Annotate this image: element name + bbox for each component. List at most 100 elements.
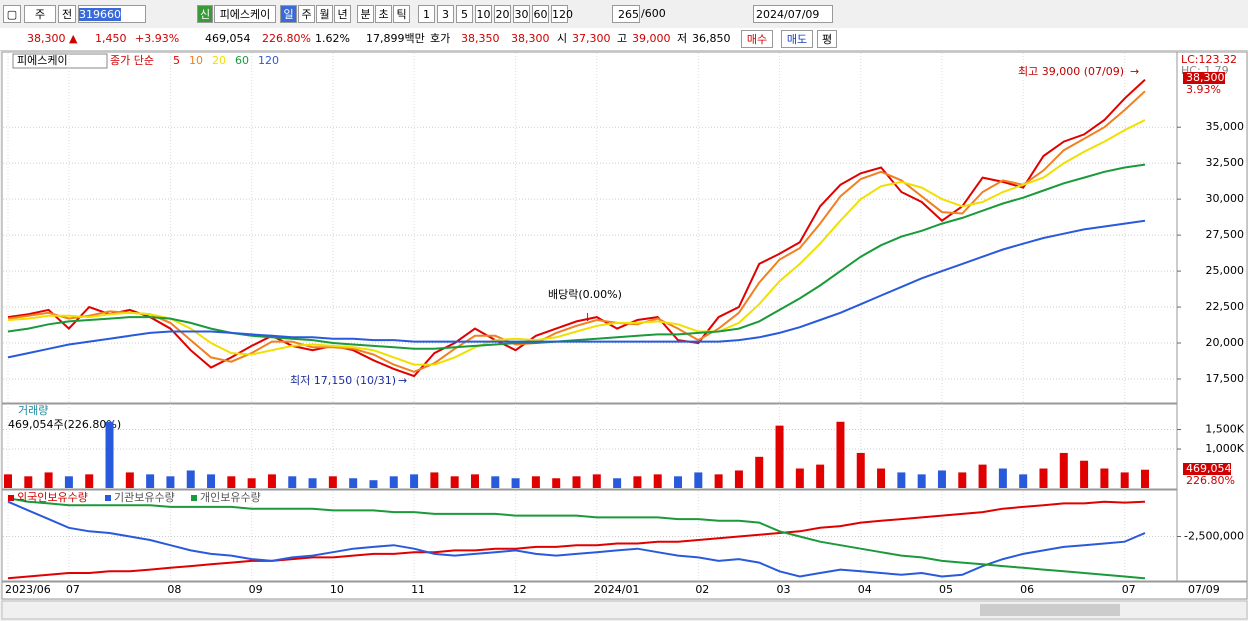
code-input[interactable]: 319660 bbox=[78, 5, 146, 23]
icon[interactable]: ▢ bbox=[3, 5, 21, 23]
volume-bar bbox=[816, 464, 825, 488]
last-rate: 3.93% bbox=[1186, 83, 1221, 96]
volume-bar bbox=[856, 452, 865, 488]
price-pane bbox=[1, 51, 1178, 404]
price: 38,300 ▲ bbox=[27, 32, 78, 45]
volume-bar bbox=[4, 474, 12, 488]
max-count: /600 bbox=[641, 7, 666, 20]
period-button[interactable]: 3 bbox=[437, 5, 454, 23]
volume-bar bbox=[186, 470, 195, 488]
period-button[interactable]: 년 bbox=[334, 5, 351, 23]
legend-swatch bbox=[8, 495, 14, 501]
period-button[interactable]: 주 bbox=[298, 5, 315, 23]
volume-bar bbox=[1141, 469, 1149, 488]
volume-bar bbox=[85, 474, 94, 488]
legend-entry: 5 bbox=[173, 54, 180, 67]
volume-bar bbox=[877, 468, 886, 488]
avg-button[interactable]: 평 bbox=[817, 30, 837, 48]
legend-entry: 120 bbox=[258, 54, 279, 67]
count[interactable]: 265 bbox=[612, 5, 640, 23]
last-price: 38,300 bbox=[1186, 71, 1225, 84]
y-tick-label: 1,500K bbox=[1205, 423, 1244, 436]
buy-button[interactable]: 매수 bbox=[741, 30, 773, 48]
volume-bar bbox=[105, 421, 114, 488]
period-button[interactable]: 1 bbox=[418, 5, 435, 23]
legend-entry: 60 bbox=[235, 54, 249, 67]
y-tick-label: 22,500 bbox=[1206, 300, 1245, 313]
volume-title: 거래량 bbox=[18, 404, 48, 417]
prev[interactable]: 전 bbox=[58, 5, 76, 23]
x-tick-label: 08 bbox=[167, 583, 181, 596]
legend-prefix: 종가 단순 bbox=[110, 54, 154, 67]
high-arrow: → bbox=[1130, 65, 1139, 78]
lc: LC:123.32 bbox=[1181, 53, 1237, 66]
y-tick-label: 27,500 bbox=[1206, 228, 1245, 241]
volume-bar bbox=[349, 478, 358, 488]
market[interactable]: 주 bbox=[24, 5, 56, 23]
volume-bar bbox=[125, 472, 134, 488]
period-button[interactable]: 10 bbox=[475, 5, 492, 23]
event-arrow: ↓ bbox=[583, 311, 592, 324]
volume-bar bbox=[775, 425, 784, 488]
open-label: 시 bbox=[557, 32, 568, 45]
volume-bar bbox=[755, 456, 764, 488]
volume-bar bbox=[795, 468, 804, 488]
series-line bbox=[7, 500, 1146, 580]
amount: 17,899백만 bbox=[366, 32, 425, 45]
volume-bar bbox=[836, 421, 845, 488]
legend-swatch bbox=[191, 495, 197, 501]
volume-bar bbox=[1120, 472, 1129, 488]
sell-button[interactable]: 매도 bbox=[781, 30, 813, 48]
period-button[interactable]: 60 bbox=[532, 5, 549, 23]
volume-bar bbox=[734, 470, 743, 488]
series-line bbox=[7, 119, 1146, 366]
x-end-label: 07/09 bbox=[1188, 583, 1220, 596]
period-button[interactable]: 20 bbox=[494, 5, 511, 23]
volume-bar bbox=[531, 476, 540, 488]
x-tick-label: 04 bbox=[858, 583, 872, 596]
ask-label: 호가 bbox=[430, 32, 451, 45]
change-rate: +3.93% bbox=[135, 32, 180, 45]
toolbar: ▢ 주 전 319660 신 피에스케이 일 주 월 년 분 초 틱 1 3 5 10 20 30 60 1… bbox=[0, 0, 1248, 29]
last-volume: 469,054 bbox=[1186, 462, 1232, 475]
volume-bar bbox=[44, 472, 53, 488]
y-tick-label: 30,000 bbox=[1206, 192, 1245, 205]
period-button[interactable]: 5 bbox=[456, 5, 473, 23]
last-volume-box bbox=[1183, 463, 1231, 475]
period-button[interactable]: 120 bbox=[551, 5, 573, 23]
scrollbar[interactable] bbox=[1, 600, 1248, 620]
period-button[interactable]: 분 bbox=[357, 5, 374, 23]
period-button[interactable]: 일 bbox=[280, 5, 297, 23]
y-tick-label: 35,000 bbox=[1206, 120, 1245, 133]
series-line bbox=[7, 219, 1146, 359]
volume-bar bbox=[958, 472, 967, 488]
volume-bar bbox=[227, 476, 236, 488]
series-line bbox=[7, 90, 1146, 373]
x-tick-label: 11 bbox=[411, 583, 425, 596]
event-note: 배당락(0.00%) bbox=[548, 288, 622, 301]
date[interactable]: 2024/07/09 bbox=[753, 5, 833, 23]
period-button[interactable]: 월 bbox=[316, 5, 333, 23]
last-volume-rate: 226.80% bbox=[1186, 474, 1235, 487]
volume-bar bbox=[998, 468, 1007, 488]
y-tick-label: 17,500 bbox=[1206, 372, 1245, 385]
chart-title: 피에스케이 bbox=[17, 54, 68, 67]
low-note: 최저 17,150 (10/31) bbox=[290, 374, 396, 387]
period-button[interactable]: 초 bbox=[375, 5, 392, 23]
volume-bar bbox=[146, 474, 155, 488]
volume-bar bbox=[410, 474, 419, 488]
scroll-thumb[interactable] bbox=[980, 604, 1120, 616]
high: 39,000 bbox=[632, 32, 671, 45]
volume-bar bbox=[267, 474, 276, 488]
period-button[interactable]: 틱 bbox=[393, 5, 410, 23]
volume-bar bbox=[470, 474, 479, 488]
x-tick-label: 06 bbox=[1020, 583, 1034, 596]
x-axis-area bbox=[1, 581, 1248, 600]
high-note: 최고 39,000 (07/09) bbox=[1018, 65, 1124, 78]
period-button[interactable]: 30 bbox=[513, 5, 530, 23]
x-tick-label: 12 bbox=[513, 583, 527, 596]
volume-bar bbox=[64, 476, 73, 488]
series-line bbox=[7, 78, 1146, 378]
volume-bar bbox=[653, 474, 662, 488]
volume-bar bbox=[288, 476, 297, 488]
